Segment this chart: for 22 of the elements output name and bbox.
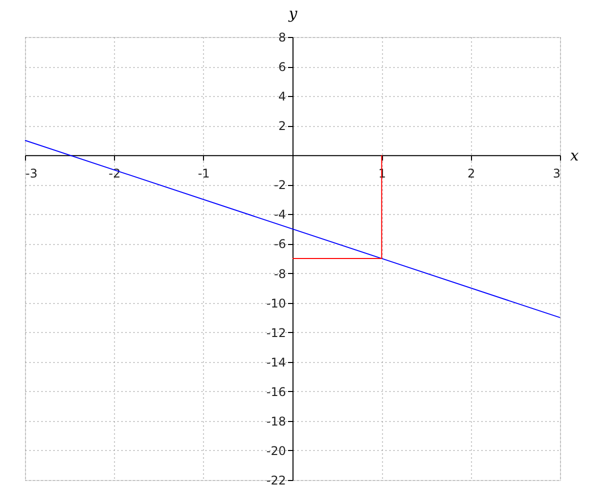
y-tick-label: -22: [266, 474, 286, 488]
y-tick-label: -2: [274, 178, 286, 192]
x-tick-label: -2: [108, 166, 121, 181]
x-tick-label: 2: [468, 166, 476, 181]
y-axis-title: y: [288, 4, 298, 22]
y-tick-label: -8: [274, 266, 286, 281]
y-tick-label: -6: [274, 237, 286, 252]
x-axis-title: x: [570, 146, 580, 165]
y-tick-label: 2: [278, 119, 286, 134]
y-tick-label: 8: [278, 30, 286, 44]
y-tick-label: -14: [266, 355, 286, 370]
y-tick-label: 4: [278, 90, 286, 104]
y-tick-label: -4: [274, 208, 286, 222]
x-tick-label: -3: [26, 166, 38, 181]
y-tick-label: -18: [266, 414, 286, 428]
x-tick-label: -1: [198, 166, 210, 181]
y-tick-label: -20: [266, 444, 286, 458]
y-tick-label: -16: [266, 384, 286, 399]
y-tick-label: -10: [266, 296, 286, 310]
y-tick-label: -12: [266, 326, 286, 340]
x-tick-label: 3: [552, 166, 560, 181]
y-tick-label: 6: [278, 60, 286, 74]
